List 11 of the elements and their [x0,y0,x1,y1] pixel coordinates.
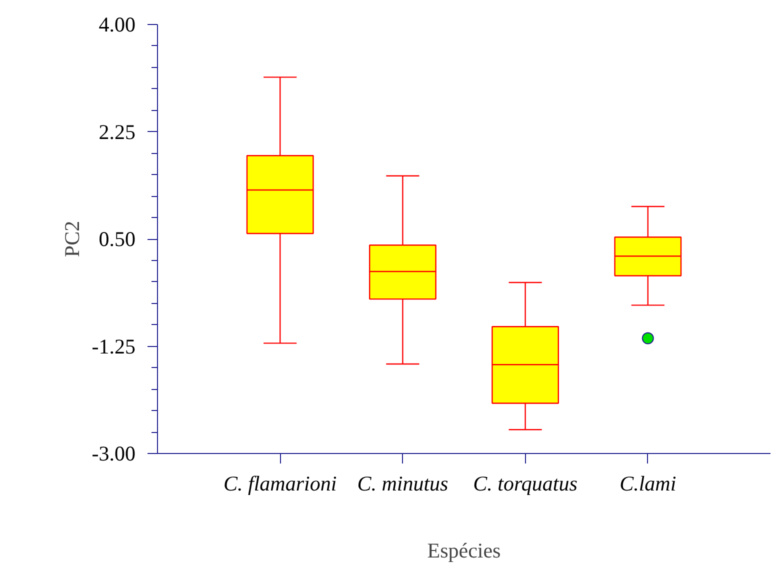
y-tick-label: -1.25 [92,334,136,358]
x-tick-label: C. torquatus [473,472,578,496]
x-axis-title: Espécies [427,538,501,562]
y-tick-label: -3.00 [92,442,136,466]
y-tick-label: 0.50 [98,227,136,251]
y-tick-label: 2.25 [98,120,136,144]
x-tick-label: C.lami [620,472,676,496]
x-tick-label: C. flamarioni [224,472,337,496]
x-tick-label: C. minutus [357,472,448,496]
y-tick-label: 4.00 [98,12,136,36]
y-axis-title: PC2 [60,220,84,258]
